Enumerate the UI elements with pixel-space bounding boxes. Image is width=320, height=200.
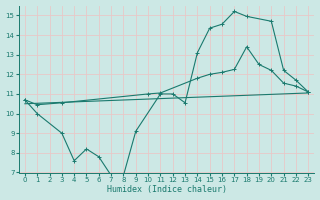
X-axis label: Humidex (Indice chaleur): Humidex (Indice chaleur) xyxy=(107,185,227,194)
